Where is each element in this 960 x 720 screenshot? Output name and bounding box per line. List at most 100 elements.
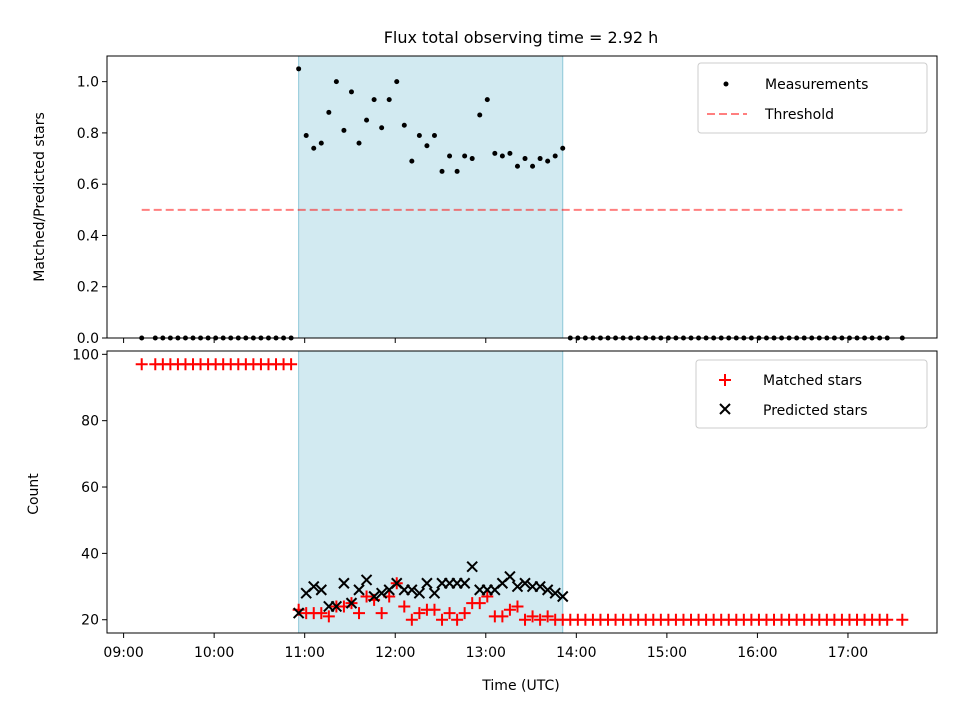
predicted-star-point (360, 574, 373, 586)
top-x-ticks (123, 338, 849, 343)
predicted-star-point (421, 577, 433, 589)
matched-star-point (353, 607, 366, 620)
measurement-point (552, 153, 558, 159)
top-observing-interval-shade (298, 55, 564, 339)
measurement-point (537, 156, 543, 162)
predicted-star-point (406, 584, 418, 596)
bottom-y-tick-label: 40 (81, 546, 99, 562)
measurement-point (333, 79, 339, 85)
measurement-point (379, 125, 385, 131)
measurement-point (318, 140, 324, 146)
matched-star-point (534, 613, 547, 626)
top-y-tick-label: 0.2 (77, 280, 99, 296)
predicted-star-point (549, 587, 561, 599)
x-tick-label: 17:00 (828, 645, 868, 661)
measurement-point (454, 168, 460, 174)
measurement-point (296, 66, 302, 72)
measurement-point (522, 156, 528, 162)
measurement-point (371, 97, 377, 103)
matched-star-point (526, 610, 539, 623)
matched-star-point (398, 600, 411, 613)
matched-star-point (135, 358, 148, 371)
top-y-tick-label: 0.6 (77, 177, 99, 193)
predicted-star-point (413, 587, 426, 599)
x-axis-label: Time (UTC) (481, 678, 559, 694)
top-y-tick-label: 1.0 (77, 75, 99, 91)
count-points (135, 358, 909, 626)
measurement-point (303, 132, 309, 138)
bottom-y-axis-label: Count (26, 473, 42, 515)
measurement-point (469, 156, 475, 162)
legend-predicted-label: Predicted stars (763, 403, 868, 419)
measurement-point (424, 143, 430, 149)
matched-star-point (322, 610, 335, 623)
predicted-star-point (534, 580, 546, 593)
measurement-point (447, 153, 453, 159)
matched-star-point (413, 607, 426, 620)
matched-star-point (503, 603, 516, 616)
top-y-tick-label: 0.8 (77, 126, 99, 142)
bottom-y-tick-label: 20 (81, 613, 99, 629)
matched-star-point (405, 613, 418, 626)
measurement-point (409, 158, 415, 164)
bottom-y-tick-label: 100 (72, 347, 99, 363)
top-legend-box (697, 62, 928, 134)
measurement-point (348, 89, 354, 95)
measurement-point (492, 150, 498, 156)
predicted-star-point (338, 577, 350, 589)
predicted-star-point (375, 587, 388, 599)
bottom-plot-frame (106, 350, 938, 634)
measurement-point (416, 132, 422, 138)
bottom-y-tick-label: 80 (81, 414, 99, 430)
matched-star-point (481, 590, 494, 603)
measurement-point (341, 127, 347, 133)
matched-star-point (473, 597, 486, 610)
matched-star-point (285, 358, 298, 371)
predicted-star-point (292, 607, 305, 619)
measurement-point (499, 153, 505, 159)
top-plot-frame (106, 55, 938, 339)
measurement-point (545, 158, 551, 164)
top-y-axis-label: Matched/Predicted stars (32, 112, 48, 282)
matched-star-point (436, 613, 449, 626)
matched-star-point (458, 607, 471, 620)
legend-predicted-swatch (719, 403, 731, 415)
measurement-point (560, 145, 566, 151)
top-legend: Measurements Threshold (697, 62, 928, 134)
matched-star-point (451, 613, 464, 626)
top-y-axis: 0.0 0.2 0.4 0.6 0.8 1.0 (77, 75, 107, 347)
predicted-star-point (511, 580, 524, 593)
predicted-star-point (519, 577, 531, 589)
predicted-star-point (458, 577, 471, 589)
legend-matched-label: Matched stars (763, 373, 862, 389)
x-tick-label: 11:00 (285, 645, 325, 661)
x-tick-label: 12:00 (375, 645, 415, 661)
predicted-star-point (428, 587, 441, 599)
top-y-tick-label: 0.4 (77, 228, 99, 244)
bottom-y-tick-label: 60 (81, 480, 99, 496)
matched-star-point (315, 607, 328, 620)
matched-star-point (496, 610, 509, 623)
measurement-point (394, 79, 400, 85)
predicted-star-point (466, 560, 478, 573)
matched-star-point (428, 603, 441, 616)
top-y-tick-label: 0.0 (77, 331, 99, 347)
measurement-point (326, 109, 332, 115)
matched-star-point (443, 607, 456, 620)
matched-star-point (511, 600, 524, 613)
measurement-point (386, 97, 392, 103)
predicted-star-point (353, 584, 365, 596)
measurement-point (431, 132, 437, 138)
measurement-point (477, 112, 483, 118)
x-tick-label: 09:00 (103, 645, 143, 661)
legend-measurements-swatch (723, 81, 729, 87)
legend-matched-swatch (719, 374, 731, 386)
x-tick-label: 14:00 (556, 645, 596, 661)
predicted-star-point (541, 584, 554, 596)
x-tick-label: 15:00 (647, 645, 687, 661)
x-tick-label: 16:00 (737, 645, 777, 661)
x-tick-label: 13:00 (466, 645, 506, 661)
measurement-point (311, 145, 317, 151)
measurement-point (507, 150, 513, 156)
